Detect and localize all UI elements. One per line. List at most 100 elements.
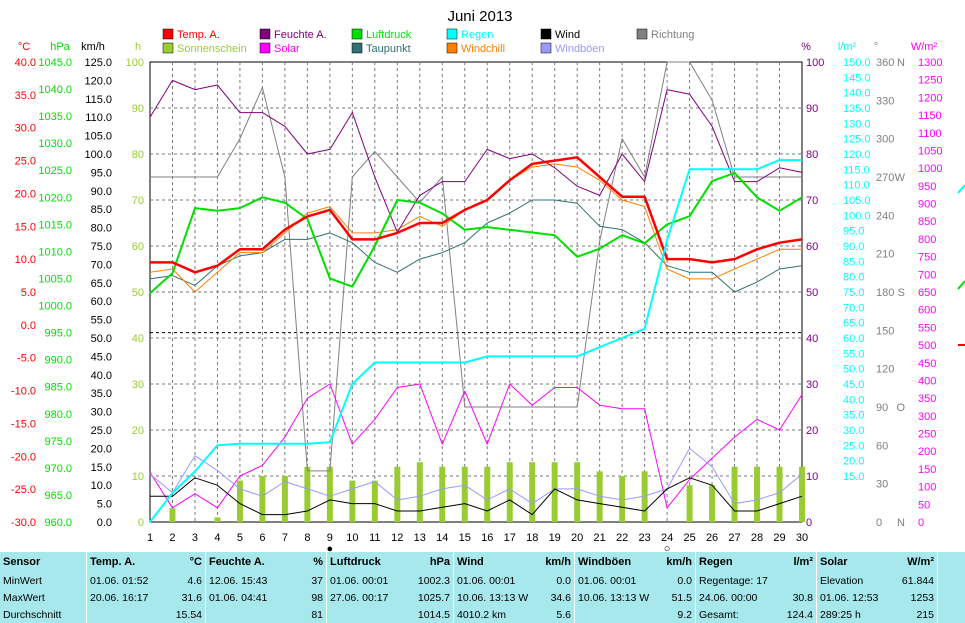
cell: 1253 (910, 591, 934, 604)
y-tick-wm2: 350 (918, 393, 936, 405)
x-tick-label: 12 (391, 532, 403, 544)
table-header-solar: Solar (816, 552, 895, 573)
table-header-feuchte-unit: % (313, 556, 323, 569)
cell: 01.06. 04:41 (205, 589, 290, 607)
legend-label: Richtung (651, 29, 694, 41)
series-line-richtung (150, 61, 802, 472)
y-tick-wm2: 400 (918, 375, 936, 387)
cell: 37 (311, 574, 323, 587)
y-tick-temp: 5.0 (21, 287, 36, 299)
x-tick-label: 22 (616, 532, 628, 544)
y-tick-lm2: 55.0 (843, 348, 864, 360)
y-tick-kmh: 5.0 (97, 499, 112, 511)
y-tick-lm2: 100.0 (843, 210, 871, 222)
sunshine-bar (484, 466, 491, 522)
table-header-temp-unit: °C (189, 556, 202, 569)
cell: 20.06. 16:17 (86, 589, 165, 607)
y-tick-kmh: 0.0 (97, 517, 112, 529)
sunshine-bar (754, 466, 761, 522)
cell: Gesamt: (695, 606, 774, 623)
x-tick-label: 15 (459, 532, 471, 544)
cell: 27.06. 00:17 (326, 589, 409, 607)
sunshine-bar (709, 485, 716, 522)
cell (774, 572, 817, 589)
y-tick-lm2: 60.0 (843, 333, 864, 345)
y-tick-temp: 10.0 (15, 254, 36, 266)
axis-unit-pct: % (801, 41, 811, 53)
cell: 1002.3 (417, 574, 450, 587)
cell (937, 606, 965, 623)
y-tick-deg: 30 (876, 479, 888, 491)
cell: 4.6 (187, 574, 202, 587)
y-tick-wm2: 1250 (918, 75, 942, 87)
cell: 1025.7 (417, 591, 450, 604)
sunshine-bar (461, 466, 468, 522)
y-tick-lm2: 45.0 (843, 379, 864, 391)
cell: 30.8 (792, 591, 813, 604)
series-line-feuchte-a- (149, 79, 803, 233)
y-tick-kmh: 60.0 (91, 296, 112, 308)
compass-label: N (897, 517, 905, 529)
y-tick-wm2: 850 (918, 216, 936, 228)
row-label-min: MinWert (3, 574, 42, 587)
sunshine-bar (799, 466, 805, 522)
cell: 34.6 (550, 591, 571, 604)
legend-swatch (636, 28, 648, 40)
x-tick-label: 25 (683, 532, 695, 544)
y-tick-wm2: 1300 (918, 57, 942, 69)
x-tick-label: 26 (706, 532, 718, 544)
cell: 01.06. 00:01 (326, 572, 409, 590)
edge-mark (957, 280, 965, 290)
y-tick-wm2: 950 (918, 181, 936, 193)
series-line-taupunkt (149, 199, 803, 293)
compass-label: N (897, 57, 905, 69)
y-tick-wm2: 100 (918, 482, 936, 494)
y-tick-deg: 240 (876, 210, 894, 222)
axis-unit-h: h (135, 41, 141, 53)
table-row: MaxWert 20.06. 16:17 31.6 01.06. 04:41 98 … (0, 589, 965, 607)
sunshine-bar (551, 462, 558, 522)
x-tick-label: 3 (192, 532, 198, 544)
row-label-max: MaxWert (3, 591, 45, 604)
y-tick-temp: 25.0 (15, 156, 36, 168)
y-tick-deg: 150 (876, 325, 894, 337)
sunshine-bar (686, 485, 693, 522)
y-tick-kmh: 90.0 (91, 186, 112, 198)
legend-label: Taupunkt (366, 43, 411, 55)
legend-swatch (259, 28, 271, 40)
y-tick-deg: 270 (876, 172, 894, 184)
y-tick-wm2: 50 (918, 499, 930, 511)
y-tick-kmh: 70.0 (91, 259, 112, 271)
y-tick-wm2: 300 (918, 411, 936, 423)
y-tick-pct: 50 (806, 287, 818, 299)
y-tick-lm2: 135.0 (843, 103, 871, 115)
x-tick-label: 20 (571, 532, 583, 544)
cell: 1014.5 (417, 608, 450, 621)
y-tick-lm2: 90.0 (843, 241, 864, 253)
y-tick-wm2: 1000 (918, 163, 942, 175)
y-tick-kmh: 75.0 (91, 241, 112, 253)
axis-unit-kmh: km/h (81, 41, 105, 53)
sunshine-bar (596, 471, 603, 522)
sunshine-bar (574, 462, 581, 522)
y-tick-wm2: 1150 (918, 110, 942, 122)
table-header-feuchte: Feuchte A. (205, 552, 290, 573)
y-tick-lm2: 140.0 (843, 88, 871, 100)
y-tick-wm2: 1200 (918, 92, 942, 104)
y-tick-wm2: 1100 (918, 128, 942, 140)
sunshine-bar (214, 517, 221, 522)
table-header-regen-unit: l/m² (793, 556, 813, 569)
cell: 5.6 (556, 608, 571, 621)
sunshine-bar (776, 466, 783, 522)
table-header-temp: Temp. A. (86, 552, 165, 573)
sunshine-bar (349, 480, 356, 522)
legend-swatch (540, 28, 552, 40)
compass-label: S (898, 287, 905, 299)
y-tick-kmh: 35.0 (91, 388, 112, 400)
sunshine-bar (619, 476, 626, 522)
x-tick-label: 4 (214, 532, 220, 544)
x-tick-label: 14 (436, 532, 448, 544)
y-tick-deg: 180 (876, 287, 894, 299)
y-tick-hpa: 1015.0 (38, 219, 72, 231)
